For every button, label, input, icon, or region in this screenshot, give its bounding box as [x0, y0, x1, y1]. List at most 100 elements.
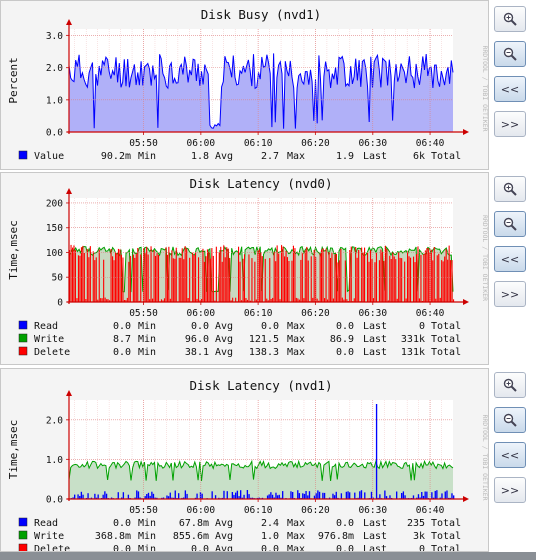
- series-bar-read: [162, 497, 165, 499]
- x-tick-label: 06:10: [244, 505, 273, 516]
- series-bar-delete: [226, 247, 228, 302]
- zoom-out-button[interactable]: [494, 211, 526, 237]
- series-bar-read: [248, 494, 250, 499]
- series-bar-delete: [85, 299, 87, 302]
- zoom-out-button[interactable]: [494, 407, 526, 433]
- zoom-in-button[interactable]: [494, 372, 526, 398]
- legend-value: 0.0: [261, 544, 279, 552]
- legend-name: Delete: [34, 347, 70, 358]
- series-bar-delete: [432, 260, 434, 302]
- x-axis-arrow: [463, 299, 469, 305]
- legend-value: 67.8m: [179, 518, 209, 529]
- series-bar-delete: [260, 252, 262, 302]
- series-bar-delete: [383, 261, 385, 302]
- legend-value: 131k: [401, 347, 425, 358]
- series-bar-delete: [120, 254, 123, 302]
- series-bar-delete: [393, 256, 395, 302]
- previous-period-button[interactable]: <<: [494, 76, 526, 102]
- legend-value: 1.9: [336, 151, 354, 162]
- series-bar-read: [317, 490, 319, 499]
- chart-title: Disk Latency (nvd0): [190, 176, 333, 191]
- series-bar-delete: [286, 257, 289, 302]
- previous-period-button[interactable]: <<: [494, 442, 526, 468]
- disk-latency-nvd1-panel: Disk Latency (nvd1) Time,msec RRDTOOL / TO…: [0, 368, 489, 552]
- series-bar-delete: [98, 249, 100, 302]
- next-period-button[interactable]: >>: [494, 477, 526, 503]
- previous-period-button[interactable]: <<: [494, 246, 526, 272]
- series-bar-delete: [319, 253, 321, 302]
- series-bar-delete: [215, 246, 217, 302]
- series-bar-read: [401, 493, 403, 499]
- zoom-in-button[interactable]: [494, 6, 526, 32]
- series-bar-delete: [285, 250, 287, 302]
- series-bar-delete: [224, 257, 226, 302]
- zoom-in-icon: [503, 378, 517, 392]
- series-bar-delete: [310, 256, 312, 302]
- legend-value: 8.7: [113, 334, 131, 345]
- legend-stat-label: Total: [431, 151, 461, 162]
- legend-stat-label: Max: [287, 347, 305, 358]
- series-bar-delete: [264, 258, 266, 302]
- series-bar-delete: [203, 261, 206, 302]
- series-bar-delete: [353, 298, 355, 302]
- next-period-button[interactable]: >>: [494, 281, 526, 307]
- series-bar-delete: [110, 249, 112, 302]
- series-bar-delete: [281, 245, 283, 302]
- legend-value: 0.0: [113, 518, 131, 529]
- series-bar-read: [439, 497, 441, 499]
- series-bar-delete: [94, 260, 96, 302]
- series-bar-read: [404, 495, 406, 499]
- series-bar-delete: [297, 298, 299, 302]
- series-bar-delete: [227, 248, 229, 302]
- series-bar-read: [110, 497, 113, 499]
- series-bar-read: [80, 491, 83, 499]
- series-bar-delete: [407, 251, 409, 302]
- series-bar-read: [432, 497, 435, 499]
- series-bar-delete: [284, 256, 286, 302]
- series-bar-read: [105, 493, 108, 499]
- series-bar-read: [240, 490, 242, 499]
- series-bar-read: [273, 497, 275, 499]
- legend-value: 0.0: [261, 321, 279, 332]
- series-bar-read: [104, 491, 106, 499]
- series-area-value: [69, 53, 453, 132]
- x-tick-label: 06:30: [358, 505, 387, 516]
- legend-value: 331k: [401, 334, 425, 345]
- legend-value: 0.0: [191, 321, 209, 332]
- series-bar-read: [167, 496, 170, 499]
- series-bar-delete: [171, 250, 173, 302]
- series-bar-delete: [208, 251, 210, 302]
- series-bar-delete: [147, 254, 149, 302]
- series-bar-delete: [149, 299, 151, 302]
- zoom-out-button[interactable]: [494, 41, 526, 67]
- legend-name: Write: [34, 334, 64, 345]
- series-bar-delete: [249, 300, 252, 302]
- next-period-button[interactable]: >>: [494, 111, 526, 137]
- series-bar-read: [389, 495, 391, 499]
- x-tick-label: 06:00: [187, 138, 216, 149]
- series-bar-read: [333, 495, 336, 499]
- legend-value: 1.8: [191, 151, 209, 162]
- series-bar-delete: [361, 247, 363, 302]
- y-tick-label: 2.0: [46, 415, 63, 426]
- series-bar-delete: [269, 258, 271, 302]
- series-bar-read: [364, 492, 366, 499]
- x-tick-label: 06:10: [244, 308, 273, 319]
- zoom-in-icon: [503, 12, 517, 26]
- series-bar-read: [323, 492, 326, 499]
- zoom-in-button[interactable]: [494, 176, 526, 202]
- legend-value: 38.1: [185, 347, 209, 358]
- x-tick-label: 06:20: [301, 308, 330, 319]
- series-bar-delete: [158, 254, 160, 302]
- series-bar-delete: [180, 257, 182, 302]
- series-bar-read: [152, 493, 155, 499]
- series-bar-read: [275, 492, 277, 499]
- series-bar-delete: [74, 250, 77, 302]
- series-bar-read: [379, 494, 381, 499]
- legend-stat-label: Last: [363, 531, 387, 542]
- legend-value: 90.2m: [101, 151, 131, 162]
- series-bar-read: [396, 491, 398, 499]
- series-bar-read: [243, 494, 245, 499]
- series-bar-delete: [183, 259, 185, 302]
- rrdtool-watermark: RRDTOOL / TOBI OETIKER: [481, 45, 489, 131]
